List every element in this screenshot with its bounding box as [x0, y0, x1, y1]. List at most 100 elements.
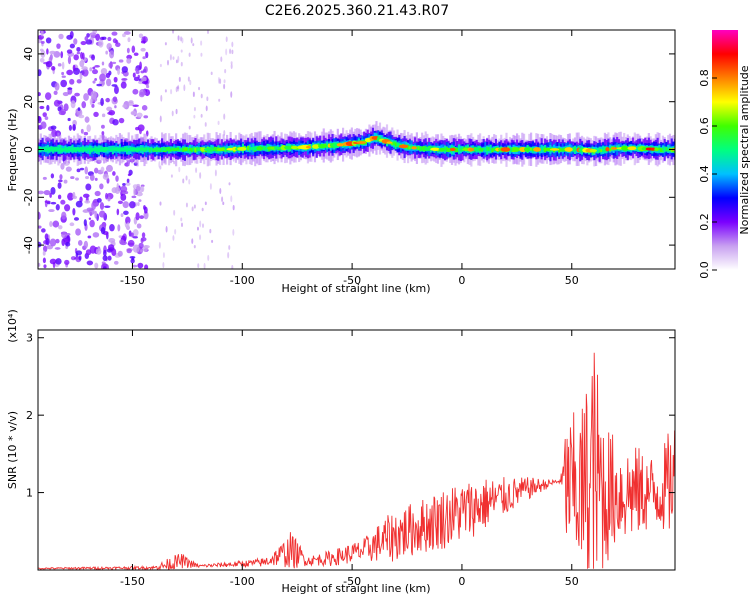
spectral-noise-blob: [218, 98, 221, 102]
spectral-noise-blob: [118, 59, 124, 63]
spectral-ridge-cell: [139, 147, 143, 151]
spectral-noise-blob: [74, 92, 80, 97]
spectral-noise-blob: [122, 33, 126, 38]
spectral-ridge-cell: [482, 147, 485, 151]
spectral-noise-blob: [143, 115, 149, 119]
spectral-noise-blob: [114, 85, 119, 95]
spectral-ridge-cell: [670, 148, 673, 153]
spectral-noise-blob: [230, 195, 233, 203]
spectral-peak: [654, 147, 659, 152]
spectral-noise-blob: [107, 255, 112, 261]
spectral-noise-blob: [40, 40, 45, 44]
spectral-ridge-cell: [391, 141, 394, 146]
spectral-noise-blob: [169, 54, 172, 61]
spectral-noise-blob: [135, 212, 140, 221]
spectral-noise-blob: [159, 115, 162, 123]
spectral-noise-blob: [86, 124, 91, 133]
spectral-noise-blob: [95, 248, 102, 255]
spectral-noise-blob: [46, 104, 50, 112]
spectral-noise-blob: [113, 260, 119, 265]
spectral-noise-blob: [90, 90, 97, 99]
spectral-noise-blob: [69, 43, 75, 49]
spectral-noise-blob: [160, 94, 163, 102]
spectral-noise-blob: [197, 263, 200, 268]
spectral-noise-blob: [210, 71, 213, 76]
x-tick-label: -100: [230, 575, 255, 588]
snr-ylabel: SNR (10 * v/v): [6, 411, 19, 489]
spectral-noise-blob: [137, 262, 144, 269]
spectral-noise-blob: [56, 43, 61, 49]
spectral-noise-blob: [188, 125, 191, 130]
spectral-noise-blob: [38, 211, 41, 220]
spectral-ridge-cell: [486, 147, 489, 152]
spectral-peak: [424, 146, 432, 151]
spectral-peak: [75, 147, 86, 152]
spectral-noise-blob: [232, 205, 235, 211]
spectral-noise-blob: [116, 182, 119, 191]
spectral-noise-blob: [116, 208, 120, 216]
spectral-noise-blob: [112, 96, 118, 103]
spectral-noise-blob: [132, 104, 139, 107]
spectral-noise-blob: [192, 43, 195, 47]
spectral-noise-blob: [84, 116, 90, 123]
spectral-noise-blob: [119, 239, 125, 245]
spectral-noise-blob: [64, 204, 71, 212]
spectral-noise-blob: [43, 189, 51, 196]
spectrogram-panel: -150 -100 -50 0 50 -40 -20 0 20 40 Height of str…: [6, 29, 676, 295]
x-tick-label: -100: [230, 274, 255, 287]
spectral-noise-blob: [50, 125, 57, 130]
spectral-peak: [398, 144, 409, 149]
spectral-noise-blob: [84, 200, 91, 204]
spectral-peak: [165, 147, 171, 152]
spectral-noise-blob: [94, 262, 99, 269]
spectral-ridge-cell: [558, 147, 561, 153]
spectral-noise-blob: [132, 244, 140, 253]
spectral-noise-blob: [40, 121, 47, 129]
spectral-noise-blob: [51, 129, 57, 138]
spectral-noise-blob: [130, 110, 137, 116]
spectral-noise-blob: [62, 91, 69, 97]
spectral-noise-blob: [67, 87, 73, 90]
spectral-noise-blob: [137, 201, 140, 207]
spectral-noise-blob: [143, 205, 146, 210]
spectral-noise-blob: [68, 124, 72, 131]
spectral-ridge-cell: [667, 148, 670, 152]
spectral-noise-blob: [93, 111, 99, 118]
spectral-noise-blob: [200, 113, 203, 118]
spectral-noise-blob: [211, 239, 214, 243]
spectral-noise-blob: [78, 114, 85, 119]
spectral-noise-blob: [174, 228, 177, 235]
spectral-ridge-cell: [247, 145, 250, 151]
spectral-noise-blob: [227, 251, 230, 259]
spectral-noise-blob: [60, 79, 68, 88]
y-tick-label: 1: [26, 487, 33, 500]
spectral-noise-blob: [205, 105, 208, 112]
spectral-noise-blob: [73, 38, 78, 45]
spectral-noise-blob: [132, 88, 139, 95]
spectral-noise-blob: [193, 204, 196, 209]
spectral-noise-blob: [193, 107, 196, 112]
spectral-noise-blob: [38, 262, 41, 267]
colorbar-tick-label: 0.4: [698, 165, 711, 183]
spectral-noise-blob: [102, 255, 108, 262]
y-tick-label: 3: [26, 332, 33, 345]
spectral-ridge-cell: [262, 145, 266, 150]
spectral-peak: [67, 147, 72, 152]
spectral-noise-blob: [101, 124, 105, 129]
spectral-peak: [449, 147, 456, 152]
spectral-peak: [200, 147, 207, 152]
spectral-noise-blob: [175, 108, 178, 115]
spectral-noise-blob: [204, 201, 207, 206]
spectral-noise-blob: [94, 65, 100, 68]
spectral-noise-blob: [105, 50, 108, 55]
spectral-noise-blob: [223, 130, 226, 136]
spectral-noise-blob: [139, 61, 142, 70]
spectral-noise-blob: [141, 80, 149, 85]
spectral-noise-blob: [162, 252, 165, 259]
spectral-ridge-cell: [600, 149, 603, 152]
spectral-noise-blob: [78, 255, 82, 261]
spectral-ridge-cell: [410, 144, 413, 150]
spectral-noise-blob: [125, 216, 131, 225]
spectral-noise-blob: [83, 209, 88, 213]
spectral-noise-blob: [58, 225, 63, 230]
